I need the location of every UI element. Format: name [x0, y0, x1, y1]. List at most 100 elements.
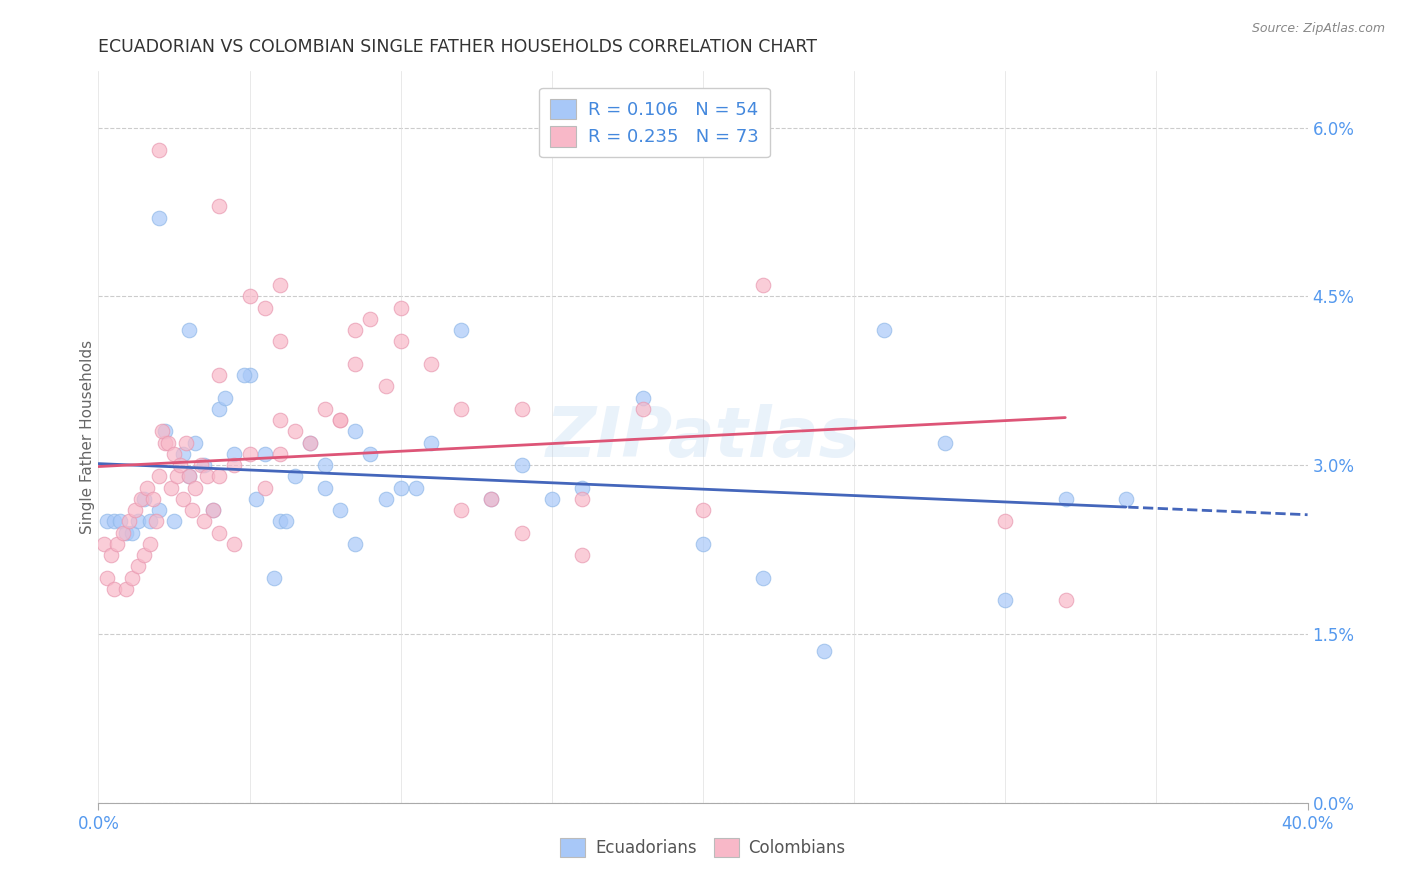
- Point: [132, 548, 155, 562]
- Point: [540, 491, 562, 506]
- Point: [232, 368, 254, 383]
- Point: [284, 425, 307, 439]
- Point: [224, 458, 246, 473]
- Point: [139, 537, 162, 551]
- Y-axis label: Single Father Households: Single Father Households: [80, 340, 94, 534]
- Point: [420, 435, 443, 450]
- Point: [124, 503, 146, 517]
- Point: [103, 582, 125, 596]
- Point: [96, 571, 118, 585]
- Point: [389, 334, 412, 349]
- Point: [299, 435, 322, 450]
- Point: [195, 469, 218, 483]
- Point: [1115, 491, 1137, 506]
- Point: [329, 413, 352, 427]
- Point: [253, 301, 276, 315]
- Point: [153, 425, 176, 439]
- Point: [631, 401, 654, 416]
- Point: [299, 435, 322, 450]
- Point: [450, 323, 472, 337]
- Point: [994, 515, 1017, 529]
- Point: [269, 413, 291, 427]
- Point: [813, 644, 835, 658]
- Point: [193, 458, 215, 473]
- Point: [108, 515, 131, 529]
- Point: [269, 515, 291, 529]
- Point: [100, 548, 122, 562]
- Point: [344, 425, 367, 439]
- Point: [181, 503, 204, 517]
- Point: [510, 525, 533, 540]
- Point: [129, 491, 152, 506]
- Point: [148, 469, 170, 483]
- Point: [571, 548, 593, 562]
- Point: [103, 515, 125, 529]
- Point: [263, 571, 285, 585]
- Point: [344, 357, 367, 371]
- Point: [224, 447, 246, 461]
- Point: [127, 559, 149, 574]
- Point: [179, 323, 201, 337]
- Point: [163, 515, 186, 529]
- Point: [450, 401, 472, 416]
- Point: [148, 211, 170, 225]
- Text: ECUADORIAN VS COLOMBIAN SINGLE FATHER HOUSEHOLDS CORRELATION CHART: ECUADORIAN VS COLOMBIAN SINGLE FATHER HO…: [98, 38, 817, 56]
- Point: [96, 515, 118, 529]
- Point: [239, 289, 262, 303]
- Point: [329, 413, 352, 427]
- Point: [1054, 593, 1077, 607]
- Point: [314, 401, 336, 416]
- Point: [139, 515, 162, 529]
- Point: [405, 481, 427, 495]
- Point: [121, 525, 143, 540]
- Point: [202, 503, 225, 517]
- Point: [389, 301, 412, 315]
- Point: [166, 469, 188, 483]
- Point: [208, 469, 231, 483]
- Point: [314, 481, 336, 495]
- Point: [208, 368, 231, 383]
- Point: [571, 491, 593, 506]
- Point: [344, 323, 367, 337]
- Point: [169, 458, 191, 473]
- Point: [329, 503, 352, 517]
- Point: [481, 491, 503, 506]
- Point: [571, 481, 593, 495]
- Point: [253, 481, 276, 495]
- Point: [344, 537, 367, 551]
- Point: [873, 323, 896, 337]
- Point: [127, 515, 149, 529]
- Point: [153, 435, 176, 450]
- Point: [253, 447, 276, 461]
- Point: [172, 447, 194, 461]
- Point: [269, 334, 291, 349]
- Point: [214, 391, 236, 405]
- Point: [105, 537, 128, 551]
- Point: [224, 537, 246, 551]
- Point: [239, 368, 262, 383]
- Point: [142, 491, 165, 506]
- Point: [284, 469, 307, 483]
- Text: Source: ZipAtlas.com: Source: ZipAtlas.com: [1251, 22, 1385, 36]
- Point: [481, 491, 503, 506]
- Point: [389, 481, 412, 495]
- Point: [269, 447, 291, 461]
- Point: [190, 458, 212, 473]
- Point: [202, 503, 225, 517]
- Point: [420, 357, 443, 371]
- Point: [163, 447, 186, 461]
- Point: [184, 435, 207, 450]
- Point: [510, 401, 533, 416]
- Point: [156, 435, 179, 450]
- Point: [994, 593, 1017, 607]
- Text: ZIPatlas: ZIPatlas: [546, 403, 860, 471]
- Point: [360, 312, 382, 326]
- Point: [111, 525, 134, 540]
- Point: [752, 571, 775, 585]
- Point: [374, 491, 396, 506]
- Point: [208, 401, 231, 416]
- Point: [245, 491, 267, 506]
- Point: [145, 515, 167, 529]
- Point: [148, 503, 170, 517]
- Legend: Ecuadorians, Colombians: Ecuadorians, Colombians: [554, 831, 852, 864]
